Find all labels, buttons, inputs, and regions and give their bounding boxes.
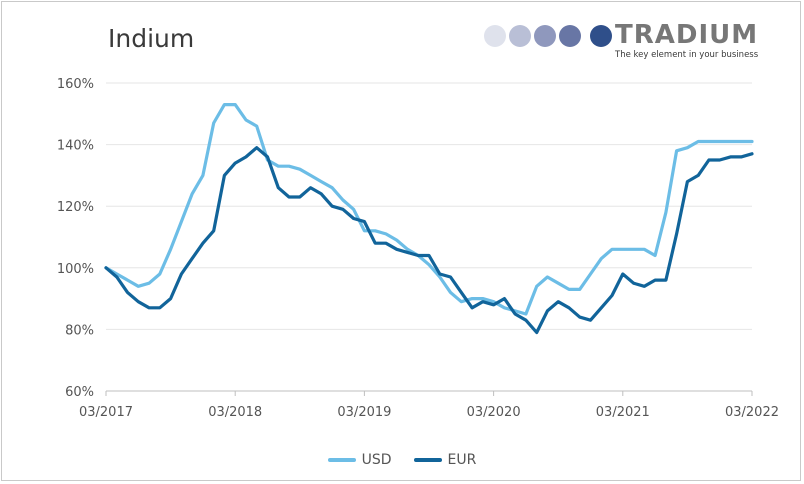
logo-dot-2 <box>509 25 531 47</box>
x-tick-label: 03/2018 <box>208 405 262 420</box>
y-tick-label: 160% <box>57 77 94 92</box>
logo-wordmark: TRADIUM <box>615 20 759 50</box>
x-tick-label: 03/2019 <box>337 405 391 420</box>
series-line-usd <box>104 102 754 316</box>
legend: USD EUR <box>0 452 804 468</box>
x-tick-label: 03/2017 <box>79 405 133 420</box>
series-lines <box>104 102 754 335</box>
logo-dot-3 <box>534 25 556 47</box>
legend-swatch <box>327 458 356 462</box>
y-tick-label: 100% <box>57 262 94 277</box>
y-tick-label: 120% <box>57 200 94 215</box>
x-tick-label: 03/2021 <box>596 405 650 420</box>
logo-tagline: The key element in your business <box>615 50 759 60</box>
gridlines <box>106 82 752 392</box>
x-tick-label: 03/2020 <box>467 405 521 420</box>
series-line-eur <box>104 146 754 335</box>
y-tick-label: 80% <box>65 323 94 338</box>
legend-label: USD <box>361 452 392 468</box>
legend-swatch <box>413 458 442 462</box>
legend-label: EUR <box>447 452 477 468</box>
legend-item-usd: USD <box>327 452 392 468</box>
logo-dot-4 <box>559 25 581 47</box>
x-tick-labels: 03/2017 03/2018 03/2019 03/2020 03/2021 03/20… <box>79 391 779 420</box>
logo-dot-5 <box>590 25 612 47</box>
x-tick-label: 03/2022 <box>725 405 779 420</box>
tradium-logo: TRADIUM The key element in your business <box>482 20 772 64</box>
y-tick-label: 60% <box>65 385 94 400</box>
y-tick-labels: 60% 80% 100% 120% 140% 160% <box>57 77 94 400</box>
logo-dot-1 <box>484 25 506 47</box>
legend-item-eur: EUR <box>413 452 477 468</box>
y-tick-label: 140% <box>57 139 94 154</box>
chart-title: Indium <box>108 24 195 53</box>
